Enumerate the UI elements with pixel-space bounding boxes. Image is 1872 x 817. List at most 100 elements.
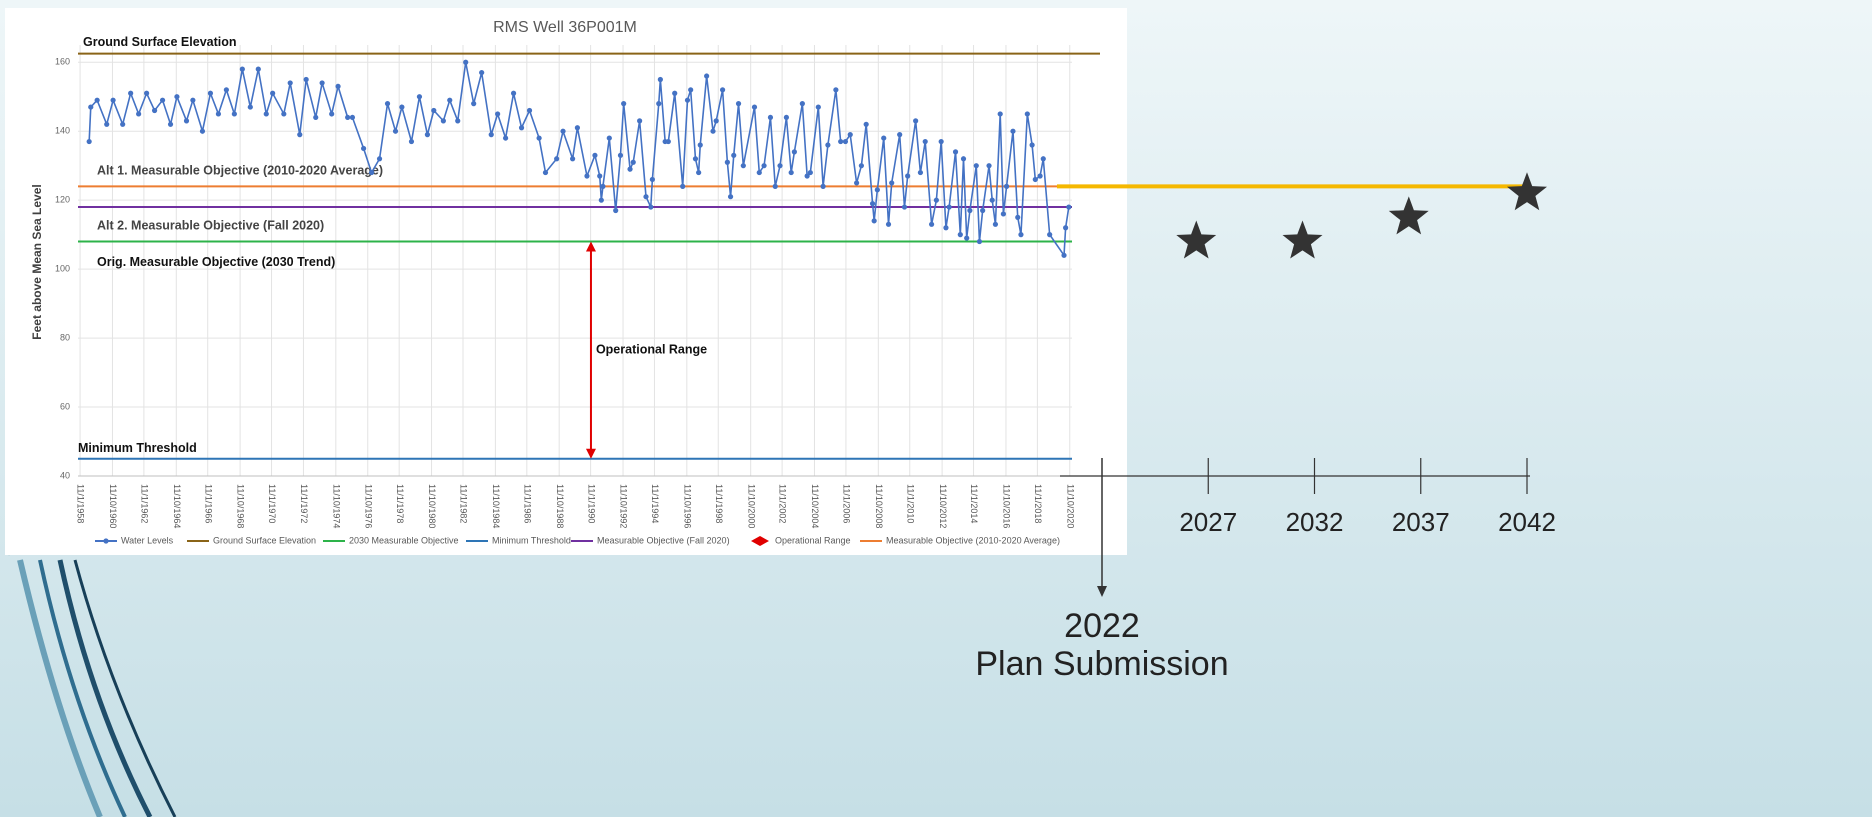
data-point — [773, 184, 778, 189]
x-tick-label: 11/1/1962 — [140, 484, 150, 523]
data-point — [990, 198, 995, 203]
data-point — [144, 91, 149, 96]
milestone-label: Plan Submission — [975, 645, 1228, 683]
data-point — [947, 204, 952, 209]
data-point — [1030, 142, 1035, 147]
x-tick-label: 11/10/2008 — [874, 484, 884, 528]
data-point — [425, 132, 430, 137]
data-point — [1001, 211, 1006, 216]
data-point — [725, 160, 730, 165]
x-tick-label: 11/10/2020 — [1065, 484, 1075, 528]
y-tick-label: 100 — [55, 263, 70, 273]
data-point — [329, 111, 334, 116]
x-tick-label: 11/1/1958 — [76, 484, 86, 523]
data-point — [554, 156, 559, 161]
data-point — [961, 156, 966, 161]
data-point — [643, 194, 648, 199]
reference-label: Alt 2. Measurable Objective (Fall 2020) — [97, 218, 324, 232]
data-point — [393, 129, 398, 134]
data-point — [886, 222, 891, 227]
chart-title: RMS Well 36P001M — [493, 19, 637, 36]
data-point — [967, 208, 972, 213]
data-point — [800, 101, 805, 106]
data-point — [208, 91, 213, 96]
data-point — [666, 139, 671, 144]
data-point — [864, 122, 869, 127]
data-point — [597, 173, 602, 178]
data-point — [902, 204, 907, 209]
legend-label: Measurable Objective (2010-2020 Average) — [886, 535, 1060, 545]
data-point — [993, 222, 998, 227]
data-point — [104, 122, 109, 127]
data-point — [95, 98, 100, 103]
data-point — [350, 115, 355, 120]
data-point — [720, 87, 725, 92]
data-point — [918, 170, 923, 175]
data-point — [833, 87, 838, 92]
data-point — [696, 170, 701, 175]
timeline-year: 2037 — [1392, 507, 1450, 537]
data-point — [190, 98, 195, 103]
data-point — [905, 173, 910, 178]
legend-label: Measurable Objective (Fall 2020) — [597, 535, 730, 545]
data-point — [320, 80, 325, 85]
data-point — [519, 125, 524, 130]
data-point — [270, 91, 275, 96]
data-point — [731, 153, 736, 158]
data-point — [977, 239, 982, 244]
data-point — [537, 135, 542, 140]
data-point — [872, 218, 877, 223]
data-point — [184, 118, 189, 123]
data-point — [784, 115, 789, 120]
data-point — [613, 208, 618, 213]
x-tick-label: 11/10/1960 — [108, 484, 118, 528]
data-point — [174, 94, 179, 99]
timeline-year: 2032 — [1286, 507, 1344, 537]
data-point — [939, 139, 944, 144]
data-point — [838, 139, 843, 144]
data-point — [584, 173, 589, 178]
chart-area — [5, 8, 1127, 555]
data-point — [650, 177, 655, 182]
x-tick-label: 11/10/2012 — [938, 484, 948, 528]
data-point — [511, 91, 516, 96]
data-point — [854, 180, 859, 185]
data-point — [777, 163, 782, 168]
data-point — [463, 60, 468, 65]
data-point — [1004, 184, 1009, 189]
data-point — [704, 73, 709, 78]
x-tick-label: 11/10/1992 — [619, 484, 629, 528]
data-point — [160, 98, 165, 103]
data-point — [1033, 177, 1038, 182]
x-tick-label: 11/1/2010 — [905, 484, 915, 523]
data-point — [399, 104, 404, 109]
x-tick-label: 11/1/1998 — [714, 484, 724, 523]
data-point — [1041, 156, 1046, 161]
data-point — [111, 98, 116, 103]
x-tick-label: 11/10/1996 — [682, 484, 692, 528]
legend-label: Minimum Threshold — [492, 535, 571, 545]
data-point — [1047, 232, 1052, 237]
y-tick-label: 120 — [55, 195, 70, 205]
data-point — [369, 170, 374, 175]
timeline-year: 2027 — [1179, 507, 1237, 537]
data-point — [698, 142, 703, 147]
data-point — [618, 153, 623, 158]
legend-label: Ground Surface Elevation — [213, 535, 316, 545]
x-tick-label: 11/10/1968 — [236, 484, 246, 528]
y-tick-label: 140 — [55, 126, 70, 136]
data-point — [361, 146, 366, 151]
data-point — [685, 98, 690, 103]
x-tick-label: 11/10/1980 — [427, 484, 437, 528]
data-point — [1010, 129, 1015, 134]
data-point — [953, 149, 958, 154]
data-point — [792, 149, 797, 154]
data-point — [631, 160, 636, 165]
data-point — [570, 156, 575, 161]
data-point — [710, 129, 715, 134]
x-tick-label: 11/1/1990 — [586, 484, 596, 523]
timeline-year: 2042 — [1498, 507, 1556, 537]
data-point — [1018, 232, 1023, 237]
x-tick-label: 11/1/1982 — [459, 484, 469, 523]
data-point — [897, 132, 902, 137]
